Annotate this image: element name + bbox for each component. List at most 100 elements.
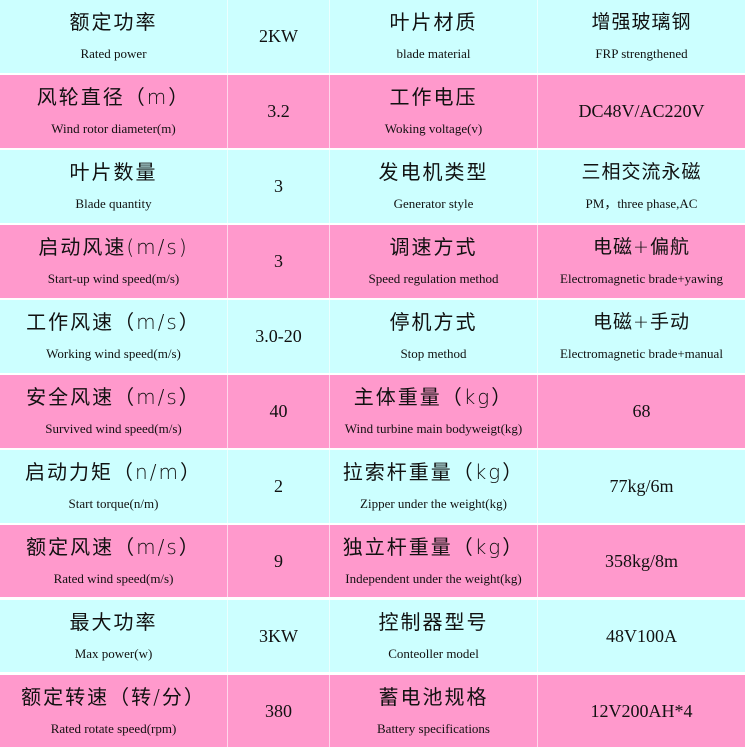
param-label-cell: 额定功率 Rated power	[0, 0, 228, 73]
param-label-en: Working wind speed(m/s)	[46, 346, 181, 362]
param-value-cell: 3KW	[228, 599, 330, 673]
param-label-cell: 额定转速（转/分） Rated rotate speed(rpm)	[0, 674, 228, 748]
table-row: 启动力矩（n/m） Start torque(n/m) 2 拉索杆重量（kg） …	[0, 449, 745, 523]
param-label-cell: 启动力矩（n/m） Start torque(n/m)	[0, 449, 228, 523]
param-value: 3KW	[259, 625, 298, 646]
param-value-cell: 380	[228, 674, 330, 748]
param-label-cell: 额定风速（m/s） Rated wind speed(m/s)	[0, 524, 228, 598]
param-label-zh: 额定转速（转/分）	[21, 685, 206, 710]
param-value-cell: 3	[228, 149, 330, 223]
param2-label-cell: 蓄电池规格 Battery specifications	[330, 674, 538, 748]
table-row: 额定功率 Rated power 2KW 叶片材质 blade material…	[0, 0, 745, 73]
param2-value-en: PM，three phase,AC	[585, 196, 698, 212]
table-row: 工作风速（m/s） Working wind speed(m/s) 3.0-20…	[0, 299, 745, 373]
param2-label-en: Independent under the weight(kg)	[345, 571, 522, 587]
param-label-en: Start torque(n/m)	[68, 496, 159, 512]
param2-label-zh: 停机方式	[389, 310, 478, 335]
param2-value-en: Electromagnetic brade+manual	[560, 346, 723, 362]
param-label-zh: 额定功率	[69, 10, 158, 35]
param-label-zh: 额定风速（m/s）	[26, 535, 201, 560]
param2-label-zh: 主体重量（kg）	[353, 385, 514, 410]
param-value: 3.2	[267, 100, 290, 121]
param2-label-zh: 工作电压	[389, 85, 478, 110]
param-label-en: Start-up wind speed(m/s)	[47, 271, 180, 287]
param2-label-cell: 工作电压 Woking voltage(v)	[330, 74, 538, 148]
table-row: 风轮直径（m） Wind rotor diameter(m) 3.2 工作电压 …	[0, 74, 745, 148]
param2-label-zh: 独立杆重量（kg）	[342, 535, 525, 560]
param2-label-cell: 停机方式 Stop method	[330, 299, 538, 373]
param-label-zh: 启动力矩（n/m）	[25, 460, 202, 485]
param2-value-zh: 增强玻璃钢	[591, 11, 692, 34]
param2-value-zh: 电磁+手动	[593, 311, 690, 334]
param2-label-cell: 拉索杆重量（kg） Zipper under the weight(kg)	[330, 449, 538, 523]
table-row: 安全风速（m/s） Survived wind speed(m/s) 40 主体…	[0, 374, 745, 448]
param2-label-en: blade material	[396, 46, 471, 62]
param-value: 9	[274, 550, 283, 571]
param2-label-zh: 发电机类型	[378, 160, 489, 185]
param-label-cell: 最大功率 Max power(w)	[0, 599, 228, 673]
param-value-cell: 9	[228, 524, 330, 598]
param2-label-en: Zipper under the weight(kg)	[360, 496, 507, 512]
param-label-cell: 安全风速（m/s） Survived wind speed(m/s)	[0, 374, 228, 448]
param-label-zh: 安全风速（m/s）	[26, 385, 201, 410]
param-label-en: Max power(w)	[74, 646, 153, 662]
param-label-zh: 叶片数量	[69, 160, 158, 185]
param-value-cell: 2KW	[228, 0, 330, 73]
param2-value-cell: 增强玻璃钢 FRP strengthened	[538, 0, 745, 73]
param2-value: 68	[632, 400, 651, 421]
table-row: 启动风速(m/s) Start-up wind speed(m/s) 3 调速方…	[0, 224, 745, 298]
param-value-cell: 2	[228, 449, 330, 523]
table-row: 额定转速（转/分） Rated rotate speed(rpm) 380 蓄电…	[0, 674, 745, 748]
param-label-cell: 启动风速(m/s) Start-up wind speed(m/s)	[0, 224, 228, 298]
param-value-cell: 40	[228, 374, 330, 448]
param-value: 3	[274, 250, 283, 271]
param2-value-cell: 电磁+手动 Electromagnetic brade+manual	[538, 300, 745, 373]
param2-label-en: Battery specifications	[377, 721, 490, 737]
param-label-en: Wind rotor diameter(m)	[51, 121, 176, 137]
table-row: 额定风速（m/s） Rated wind speed(m/s) 9 独立杆重量（…	[0, 524, 745, 598]
param2-value-cell: 77kg/6m	[538, 450, 745, 523]
param2-label-zh: 叶片材质	[389, 10, 478, 35]
param-label-zh: 工作风速（m/s）	[26, 310, 201, 335]
param-value: 380	[265, 700, 292, 721]
param2-label-zh: 拉索杆重量（kg）	[342, 460, 525, 485]
param2-value: 48V100A	[606, 625, 677, 646]
param-label-en: Rated rotate speed(rpm)	[50, 721, 177, 737]
param-label-en: Rated wind speed(m/s)	[53, 571, 174, 587]
param2-value: 12V200AH*4	[590, 700, 693, 721]
param2-label-zh: 控制器型号	[378, 610, 489, 635]
param2-label-cell: 主体重量（kg） Wind turbine main bodyweigt(kg)	[330, 374, 538, 448]
param2-label-cell: 控制器型号 Conteoller model	[330, 599, 538, 673]
param2-label-zh: 调速方式	[389, 235, 478, 260]
param2-value-cell: 68	[538, 375, 745, 448]
param2-label-en: Speed regulation method	[368, 271, 499, 287]
param2-label-en: Stop method	[400, 346, 467, 362]
param2-label-en: Woking voltage(v)	[384, 121, 483, 137]
param-label-zh: 启动风速(m/s)	[38, 235, 189, 260]
param2-value-cell: 三相交流永磁 PM，three phase,AC	[538, 150, 745, 223]
table-row: 叶片数量 Blade quantity 3 发电机类型 Generator st…	[0, 149, 745, 223]
param2-label-cell: 调速方式 Speed regulation method	[330, 224, 538, 298]
param2-value: 358kg/8m	[604, 550, 678, 571]
param-value-cell: 3.2	[228, 74, 330, 148]
param-label-en: Blade quantity	[75, 196, 152, 212]
param2-value: 77kg/6m	[609, 475, 674, 496]
param-value: 2KW	[259, 25, 298, 46]
param2-label-en: Generator style	[393, 196, 474, 212]
param2-label-zh: 蓄电池规格	[378, 685, 489, 710]
param2-label-en: Wind turbine main bodyweigt(kg)	[344, 421, 523, 437]
param-value: 40	[269, 400, 288, 421]
param2-label-en: Conteoller model	[388, 646, 479, 662]
param-value: 3	[274, 175, 283, 196]
param2-value: DC48V/AC220V	[578, 100, 705, 121]
param-label-en: Survived wind speed(m/s)	[45, 421, 182, 437]
param2-value-zh: 三相交流永磁	[581, 161, 702, 184]
param-label-zh: 风轮直径（m）	[36, 85, 191, 110]
param2-value-cell: DC48V/AC220V	[538, 75, 745, 148]
param-label-cell: 叶片数量 Blade quantity	[0, 149, 228, 223]
param2-value-en: Electromagnetic brade+yawing	[560, 271, 723, 287]
param-value-cell: 3	[228, 224, 330, 298]
param-label-cell: 风轮直径（m） Wind rotor diameter(m)	[0, 74, 228, 148]
param2-value-cell: 48V100A	[538, 600, 745, 673]
